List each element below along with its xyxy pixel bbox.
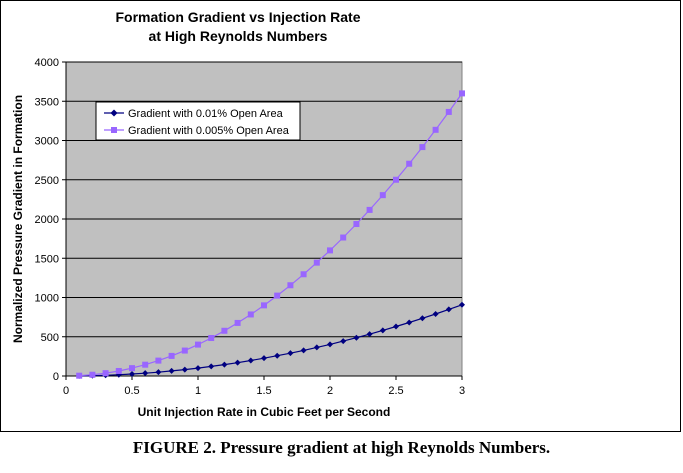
series — [76, 90, 465, 379]
x-tick-label-1: 0.5 — [124, 385, 139, 397]
series-1-point-11 — [221, 327, 228, 334]
series-0-point-22 — [366, 331, 373, 338]
series-0-point-10 — [208, 363, 215, 370]
y-tick-label-8: 4000 — [35, 57, 59, 69]
series-1-point-8 — [181, 347, 188, 354]
series-0-point-16 — [287, 350, 294, 357]
series-0-point-5 — [142, 370, 149, 377]
series-0-point-23 — [379, 327, 386, 334]
series-1-point-2 — [102, 370, 109, 377]
x-axis-label: Unit Injection Rate in Cubic Feet per Se… — [138, 405, 391, 419]
series-1-point-23 — [379, 192, 386, 199]
series-0-point-9 — [195, 365, 201, 372]
series-0-point-26 — [419, 315, 426, 322]
series-1-point-24 — [393, 176, 399, 183]
legend-label-0: Gradient with 0.01% Open Area — [128, 108, 284, 120]
series-0-point-19 — [327, 341, 333, 348]
y-tick-label-4: 2000 — [35, 214, 59, 226]
series-1-point-6 — [155, 357, 162, 364]
series-0-point-24 — [393, 323, 399, 330]
series-0-point-21 — [353, 334, 360, 341]
x-tick-label-6: 3 — [459, 385, 465, 397]
y-tick-label-1: 500 — [41, 332, 59, 344]
series-1-point-1 — [89, 371, 96, 378]
series-1-point-4 — [129, 365, 135, 372]
series-1-point-25 — [406, 160, 413, 167]
series-0-point-11 — [221, 361, 228, 368]
figure-caption: FIGURE 2. Pressure gradient at high Reyn… — [132, 438, 551, 457]
series-1-point-5 — [142, 361, 149, 368]
series-1-point-29 — [459, 90, 465, 97]
y-tick-label-3: 1500 — [35, 253, 59, 265]
series-1-point-21 — [353, 221, 360, 228]
series-1-point-26 — [419, 144, 426, 151]
series-1-point-16 — [287, 282, 294, 289]
series-0-point-14 — [261, 355, 267, 362]
y-tick-label-6: 3000 — [35, 136, 59, 148]
y-tick-label-7: 3500 — [35, 96, 59, 108]
legend-label-1: Gradient with 0.005% Open Area — [128, 125, 290, 137]
y-tick-labels: 0 500 1000 1500 2000 2500 3000 3500 4000 — [35, 57, 59, 383]
series-1-point-13 — [247, 311, 254, 318]
series-1-point-0 — [76, 372, 83, 379]
series-1-point-18 — [313, 259, 320, 266]
series-1 — [76, 90, 465, 379]
series-1-point-22 — [366, 206, 373, 213]
series-1-point-7 — [168, 352, 175, 359]
series-0-point-20 — [340, 338, 347, 345]
y-axis-label: Normalized Pressure Gradient in Formatio… — [11, 95, 25, 343]
series-0-point-13 — [247, 357, 254, 364]
series-0-point-27 — [432, 310, 439, 317]
series-1-point-9 — [195, 341, 201, 348]
series-1-point-3 — [115, 367, 122, 374]
x-tick-label-3: 1.5 — [256, 385, 271, 397]
series-0-point-28 — [445, 306, 452, 313]
legend-marker-1 — [111, 127, 117, 133]
series-0-point-15 — [274, 352, 281, 359]
legend: Gradient with 0.01% Open Area Gradient w… — [95, 101, 301, 141]
y-tick-label-2: 1000 — [35, 293, 59, 305]
series-1-point-28 — [445, 108, 452, 115]
series-1-point-12 — [234, 319, 241, 326]
chart-subtitle: at High Reynolds Numbers — [149, 28, 328, 44]
series-0-point-7 — [168, 367, 175, 374]
series-1-point-17 — [300, 271, 307, 278]
x-tick-label-0: 0 — [63, 385, 69, 397]
series-0-point-29 — [459, 301, 465, 308]
series-0-point-12 — [234, 359, 241, 366]
chart: Formation Gradient vs Injection Rate at … — [11, 9, 465, 419]
series-1-point-19 — [327, 247, 333, 254]
series-0-point-17 — [300, 347, 307, 354]
series-1-point-14 — [261, 302, 267, 309]
x-tick-label-4: 2 — [327, 385, 333, 397]
series-0-point-18 — [313, 344, 320, 351]
series-0-point-6 — [155, 369, 162, 376]
x-tick-labels: 0 0.5 1 1.5 2 2.5 3 — [63, 385, 465, 397]
series-0-point-8 — [181, 366, 188, 373]
x-tick-label-2: 1 — [195, 385, 201, 397]
x-tick-label-5: 2.5 — [388, 385, 403, 397]
chart-title: Formation Gradient vs Injection Rate — [115, 9, 360, 25]
series-1-point-10 — [208, 335, 215, 342]
series-1-point-27 — [432, 126, 439, 133]
series-1-point-15 — [274, 292, 281, 299]
y-tick-label-5: 2500 — [35, 175, 59, 187]
y-tick-label-0: 0 — [53, 371, 59, 383]
series-0-point-25 — [406, 319, 413, 326]
series-1-point-20 — [340, 234, 347, 241]
legend-box — [95, 101, 301, 141]
series-0-point-4 — [129, 371, 135, 378]
legend-marker-0 — [110, 109, 118, 117]
